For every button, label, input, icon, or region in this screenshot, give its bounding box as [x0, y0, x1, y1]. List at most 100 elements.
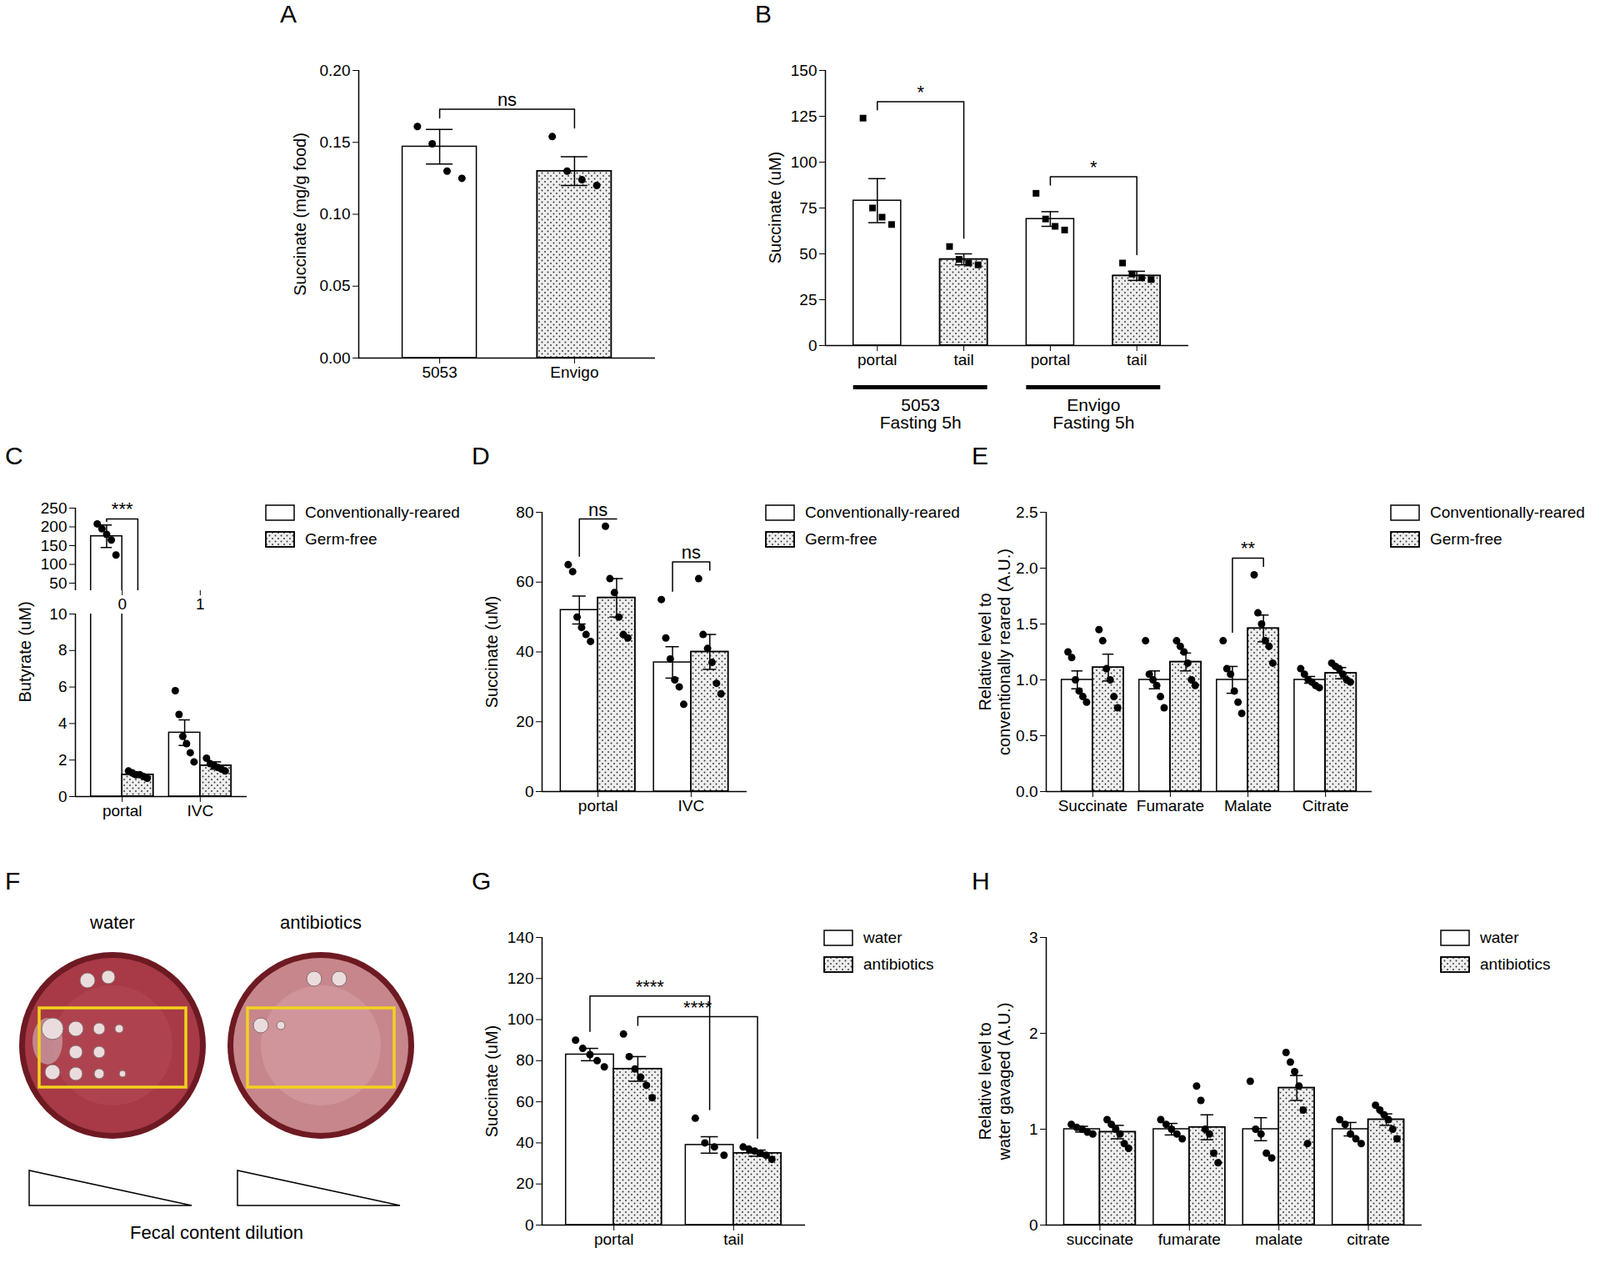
svg-text:tail: tail [723, 1230, 744, 1248]
svg-text:Citrate: Citrate [1302, 796, 1350, 815]
svg-text:fumarate: fumarate [1158, 1230, 1221, 1248]
svg-text:150: 150 [40, 536, 68, 555]
svg-text:50: 50 [49, 574, 67, 592]
svg-text:0.20: 0.20 [320, 61, 351, 80]
svg-text:0.00: 0.00 [320, 349, 351, 367]
svg-text:ns: ns [588, 499, 608, 520]
svg-text:40: 40 [515, 642, 534, 660]
html-text:Conventionally-reared: Conventionally-reared [1430, 503, 1585, 521]
svg-text:80: 80 [515, 1050, 534, 1069]
svg-text:2.0: 2.0 [1015, 559, 1038, 577]
html-text:Conventionally-reared: Conventionally-reared [805, 503, 960, 521]
html-text:E: E [971, 441, 989, 470]
svg-text:EnvigoFasting 5h: EnvigoFasting 5h [1052, 395, 1135, 432]
svg-text:ns: ns [497, 89, 517, 110]
html-text:Succinate (uM): Succinate (uM) [482, 1024, 501, 1137]
svg-text:0: 0 [117, 595, 127, 613]
svg-text:120: 120 [507, 969, 535, 987]
svg-text:IVC: IVC [678, 796, 705, 815]
svg-text:antibiotics: antibiotics [280, 911, 362, 933]
svg-text:*: * [1090, 156, 1098, 178]
svg-text:succinate: succinate [1066, 1230, 1134, 1248]
html-text:Germ-free: Germ-free [305, 530, 378, 548]
svg-text:ns: ns [681, 541, 701, 563]
svg-text:1: 1 [1029, 1120, 1039, 1138]
html-text:C: C [5, 441, 24, 470]
svg-text:2.5: 2.5 [1015, 503, 1038, 521]
svg-text:60: 60 [515, 572, 534, 590]
svg-text:1.0: 1.0 [1015, 670, 1038, 689]
svg-text:140: 140 [507, 928, 535, 946]
svg-text:Malate: Malate [1224, 796, 1272, 815]
svg-text:Fumarate: Fumarate [1136, 796, 1205, 815]
svg-text:1: 1 [195, 595, 205, 613]
html-text:Germ-free: Germ-free [1430, 530, 1503, 548]
svg-text:50: 50 [799, 245, 817, 263]
svg-text:150: 150 [790, 61, 818, 80]
svg-text:10: 10 [49, 605, 67, 623]
svg-text:portal: portal [102, 801, 143, 820]
html-text:Germ-free: Germ-free [805, 530, 878, 548]
svg-text:malate: malate [1255, 1230, 1303, 1248]
svg-text:portal: portal [1030, 350, 1071, 369]
svg-text:75: 75 [799, 199, 817, 217]
svg-text:0.10: 0.10 [320, 205, 351, 223]
svg-text:40: 40 [515, 1133, 534, 1151]
svg-text:****: **** [683, 996, 713, 1018]
svg-text:5053Fasting 5h: 5053Fasting 5h [880, 395, 962, 432]
svg-text:IVC: IVC [186, 801, 214, 820]
svg-text:Fecal content dilution: Fecal content dilution [130, 1221, 304, 1243]
svg-text:portal: portal [594, 1230, 635, 1248]
svg-text:tail: tail [1126, 350, 1147, 369]
svg-text:Envigo: Envigo [550, 363, 599, 381]
svg-text:250: 250 [40, 499, 68, 517]
svg-text:Succinate: Succinate [1058, 796, 1128, 815]
html-text:Relative level to water gavage: Relative level to water gavaged (A.U.) [975, 1001, 1014, 1160]
svg-text:0.0: 0.0 [1015, 782, 1038, 800]
svg-text:2: 2 [1029, 1024, 1039, 1042]
svg-text:***: *** [111, 498, 134, 520]
html-text:Succinate (uM): Succinate (uM) [765, 151, 784, 264]
svg-text:0.5: 0.5 [1015, 726, 1038, 745]
svg-text:citrate: citrate [1346, 1230, 1390, 1248]
html-text:G: G [471, 866, 492, 895]
svg-text:0: 0 [525, 782, 535, 800]
svg-text:0: 0 [58, 787, 68, 805]
svg-text:0.05: 0.05 [320, 276, 351, 295]
svg-text:**: ** [1240, 537, 1256, 559]
svg-text:20: 20 [515, 1174, 534, 1192]
svg-text:0: 0 [525, 1215, 535, 1234]
html-text:Succinate (mg/g food): Succinate (mg/g food) [290, 132, 309, 296]
svg-text:125: 125 [790, 107, 818, 125]
html-text:Conventionally-reared: Conventionally-reared [305, 503, 460, 521]
svg-text:2: 2 [58, 750, 68, 769]
svg-text:0: 0 [1029, 1215, 1039, 1234]
svg-text:1.5: 1.5 [1015, 615, 1038, 633]
html-text:H: H [971, 866, 990, 895]
svg-text:0.15: 0.15 [320, 133, 351, 151]
svg-text:3: 3 [1029, 928, 1039, 946]
html-text:Butyrate (uM): Butyrate (uM) [15, 601, 34, 703]
svg-text:portal: portal [857, 350, 898, 369]
svg-text:4: 4 [58, 714, 68, 732]
svg-text:100: 100 [507, 1010, 535, 1028]
svg-text:200: 200 [40, 517, 68, 535]
svg-text:portal: portal [578, 796, 619, 815]
svg-text:****: **** [635, 975, 665, 997]
svg-text:tail: tail [953, 350, 974, 369]
svg-text:6: 6 [58, 677, 68, 695]
svg-text:20: 20 [515, 712, 534, 730]
html-text:D: D [471, 441, 490, 470]
svg-text:water: water [89, 911, 135, 933]
svg-text:0: 0 [808, 336, 818, 355]
svg-text:5053: 5053 [421, 363, 457, 381]
svg-text:100: 100 [790, 153, 818, 171]
svg-text:25: 25 [799, 290, 817, 309]
html-text:Succinate (uM): Succinate (uM) [482, 595, 501, 708]
svg-text:8: 8 [58, 640, 68, 659]
svg-text:*: * [916, 81, 925, 103]
svg-text:100: 100 [40, 555, 68, 573]
svg-text:80: 80 [515, 503, 534, 521]
html-text:Relative level to conventional: Relative level to conventionally reared … [975, 548, 1014, 755]
svg-text:60: 60 [515, 1092, 534, 1110]
